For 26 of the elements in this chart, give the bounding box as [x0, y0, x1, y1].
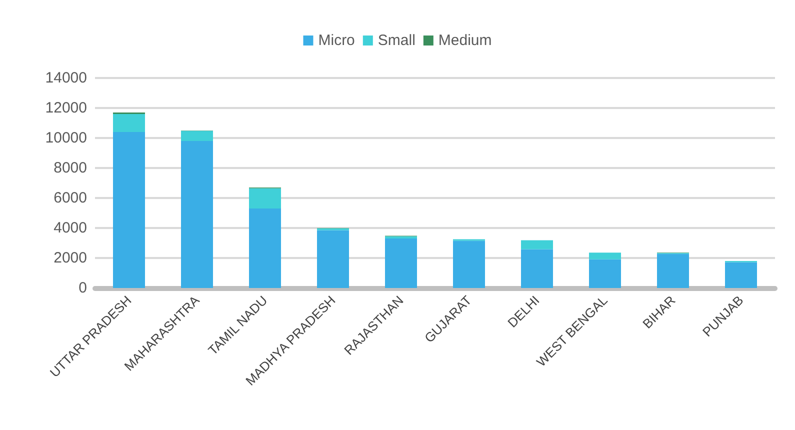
- y-tick-label: 14000: [45, 70, 87, 86]
- bar: [453, 240, 485, 288]
- legend-label: Medium: [438, 32, 492, 49]
- legend-label: Small: [378, 32, 416, 49]
- y-tick-label: 12000: [45, 100, 87, 116]
- y-tick-label: 6000: [54, 190, 87, 206]
- bar: [113, 114, 145, 132]
- bar: [317, 230, 349, 288]
- bar: [385, 238, 417, 288]
- bar: [589, 252, 621, 260]
- bar: [589, 259, 621, 288]
- legend-label: Micro: [318, 32, 355, 49]
- y-tick-label: 10000: [45, 130, 87, 146]
- y-tick-label: 2000: [54, 250, 87, 266]
- bar: [249, 208, 281, 288]
- y-tick-label: 8000: [54, 160, 87, 176]
- y-tick-label: 4000: [54, 220, 87, 236]
- bar: [521, 249, 553, 288]
- bar: [181, 141, 213, 288]
- bar: [521, 240, 553, 250]
- bar: [249, 188, 281, 208]
- bar: [113, 132, 145, 288]
- bar: [725, 262, 757, 288]
- y-tick-label: 0: [78, 280, 87, 296]
- bar: [657, 254, 689, 288]
- bar: [181, 130, 213, 141]
